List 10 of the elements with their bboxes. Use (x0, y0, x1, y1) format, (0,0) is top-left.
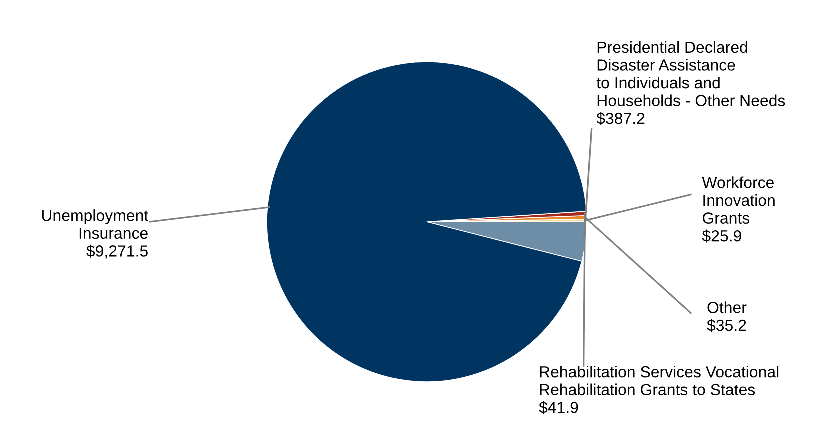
slice-label: Presidential Declared Disaster Assistance to Individuals and Households - Other Needs (596, 41, 786, 106)
data-label: $387.2 (596, 112, 645, 126)
data-label: $41.9 (539, 401, 578, 414)
slice-label: Other (708, 302, 747, 314)
slice-label: Rehabilitation Services Vocational Rehabilitation Grants to States (540, 366, 779, 396)
slice-label: Workforce Innovation Grants (702, 176, 775, 224)
data-label: $9,271.5 (86, 244, 148, 259)
data-label: $35.2 (707, 319, 746, 332)
slice-label: Unemployment Insurance (42, 210, 148, 240)
data-label: $25.9 (702, 230, 742, 243)
